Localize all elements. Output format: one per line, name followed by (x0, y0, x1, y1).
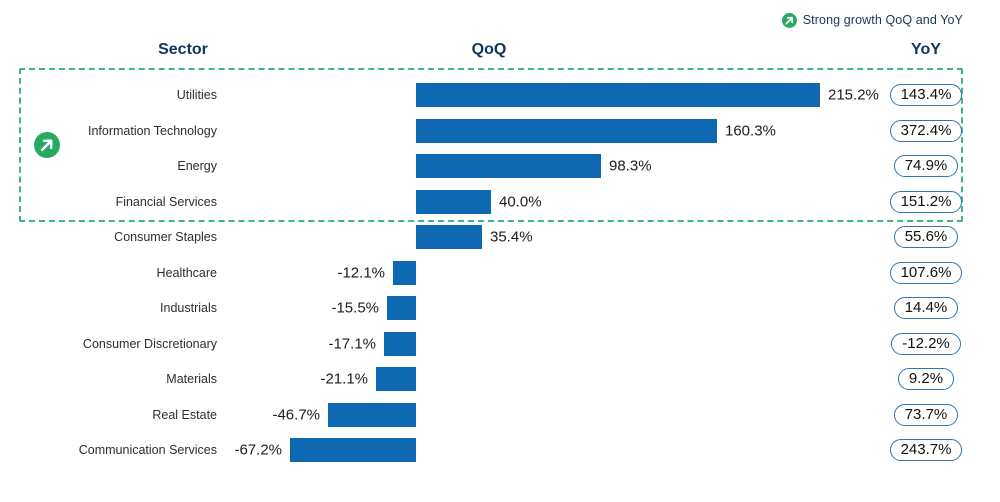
qoq-value-label: -15.5% (331, 299, 379, 317)
sector-label: Materials (166, 372, 217, 386)
qoq-bar (387, 296, 416, 320)
yoy-badge-column: 243.7% (866, 432, 986, 468)
yoy-badge: 14.4% (893, 297, 959, 319)
qoq-bar (290, 438, 416, 462)
qoq-value-label: 98.3% (609, 157, 652, 175)
qoq-value-label: 160.3% (725, 122, 776, 139)
qoq-bar (416, 83, 820, 107)
sector-label: Healthcare (156, 265, 217, 280)
yoy-badge-column: 107.6% (866, 255, 986, 291)
column-header-yoy: YoY (911, 41, 941, 58)
sector-row: Industrials -15.5% 14.4% (0, 290, 1000, 326)
yoy-badge: 73.7% (893, 403, 959, 426)
sector-row: Communication Services -67.2% 243.7% (0, 432, 1000, 468)
qoq-value-label: -12.1% (337, 264, 385, 281)
sector-row: Real Estate -46.7% 73.7% (0, 397, 1000, 433)
qoq-value-label: -17.1% (328, 335, 376, 352)
qoq-value-label: 35.4% (490, 228, 533, 246)
sector-label: Utilities (176, 88, 217, 102)
yoy-badge-column: -12.2% (866, 326, 986, 362)
sector-label: Real Estate (152, 407, 217, 422)
qoq-bar (416, 189, 491, 214)
sector-row: Consumer Staples 35.4% 55.6% (0, 219, 1000, 255)
yoy-badge: 107.6% (889, 261, 963, 284)
sector-label: Energy (177, 159, 217, 173)
yoy-badge: 151.2% (889, 190, 963, 213)
sector-row: Information Technology 160.3% 372.4% (0, 113, 1000, 149)
sector-label: Information Technology (87, 123, 217, 138)
sector-label: Financial Services (115, 194, 217, 209)
qoq-bar (376, 367, 416, 391)
qoq-bar (416, 118, 717, 143)
qoq-bar (384, 331, 416, 356)
sector-label: Industrials (160, 301, 217, 315)
qoq-bar (416, 225, 482, 249)
yoy-badge: 372.4% (889, 119, 963, 142)
sector-row: Utilities 215.2% 143.4% (0, 77, 1000, 113)
yoy-badge: -12.2% (891, 332, 961, 355)
legend-label: Strong growth QoQ and YoY (802, 13, 963, 27)
sector-label: Consumer Discretionary (82, 336, 217, 351)
qoq-value-label: -21.1% (320, 370, 368, 388)
yoy-badge-column: 74.9% (866, 148, 986, 184)
yoy-badge: 55.6% (893, 226, 959, 248)
sector-row: Energy 98.3% 74.9% (0, 148, 1000, 184)
sector-row: Healthcare -12.1% 107.6% (0, 255, 1000, 291)
yoy-badge-column: 151.2% (866, 184, 986, 220)
qoq-bar (328, 402, 416, 427)
qoq-value-label: -46.7% (272, 406, 320, 423)
qoq-value-label: -67.2% (234, 441, 282, 459)
sector-label: Communication Services (78, 443, 217, 457)
sector-row: Financial Services 40.0% 151.2% (0, 184, 1000, 220)
qoq-bar (416, 154, 601, 178)
yoy-badge-column: 372.4% (866, 113, 986, 149)
arrow-up-right-icon (781, 12, 797, 28)
sector-row: Consumer Discretionary -17.1% -12.2% (0, 326, 1000, 362)
yoy-badge: 74.9% (893, 155, 959, 177)
column-header-qoq: QoQ (471, 41, 507, 58)
legend: Strong growth QoQ and YoY (781, 11, 963, 29)
yoy-badge: 143.4% (889, 84, 963, 106)
yoy-badge-column: 143.4% (866, 77, 986, 113)
qoq-bar (393, 260, 416, 285)
yoy-badge: 9.2% (897, 368, 955, 390)
arrow-up-right-icon (34, 132, 60, 158)
column-header-sector: Sector (158, 41, 208, 58)
yoy-badge-column: 73.7% (866, 397, 986, 433)
qoq-value-label: 215.2% (828, 86, 879, 104)
sector-label: Consumer Staples (114, 230, 217, 244)
yoy-badge-column: 9.2% (866, 361, 986, 397)
sector-row: Materials -21.1% 9.2% (0, 361, 1000, 397)
yoy-badge-column: 14.4% (866, 290, 986, 326)
qoq-value-label: 40.0% (499, 193, 542, 210)
yoy-badge: 243.7% (889, 439, 963, 461)
strong-growth-highlight-box (19, 68, 963, 222)
yoy-badge-column: 55.6% (866, 219, 986, 255)
